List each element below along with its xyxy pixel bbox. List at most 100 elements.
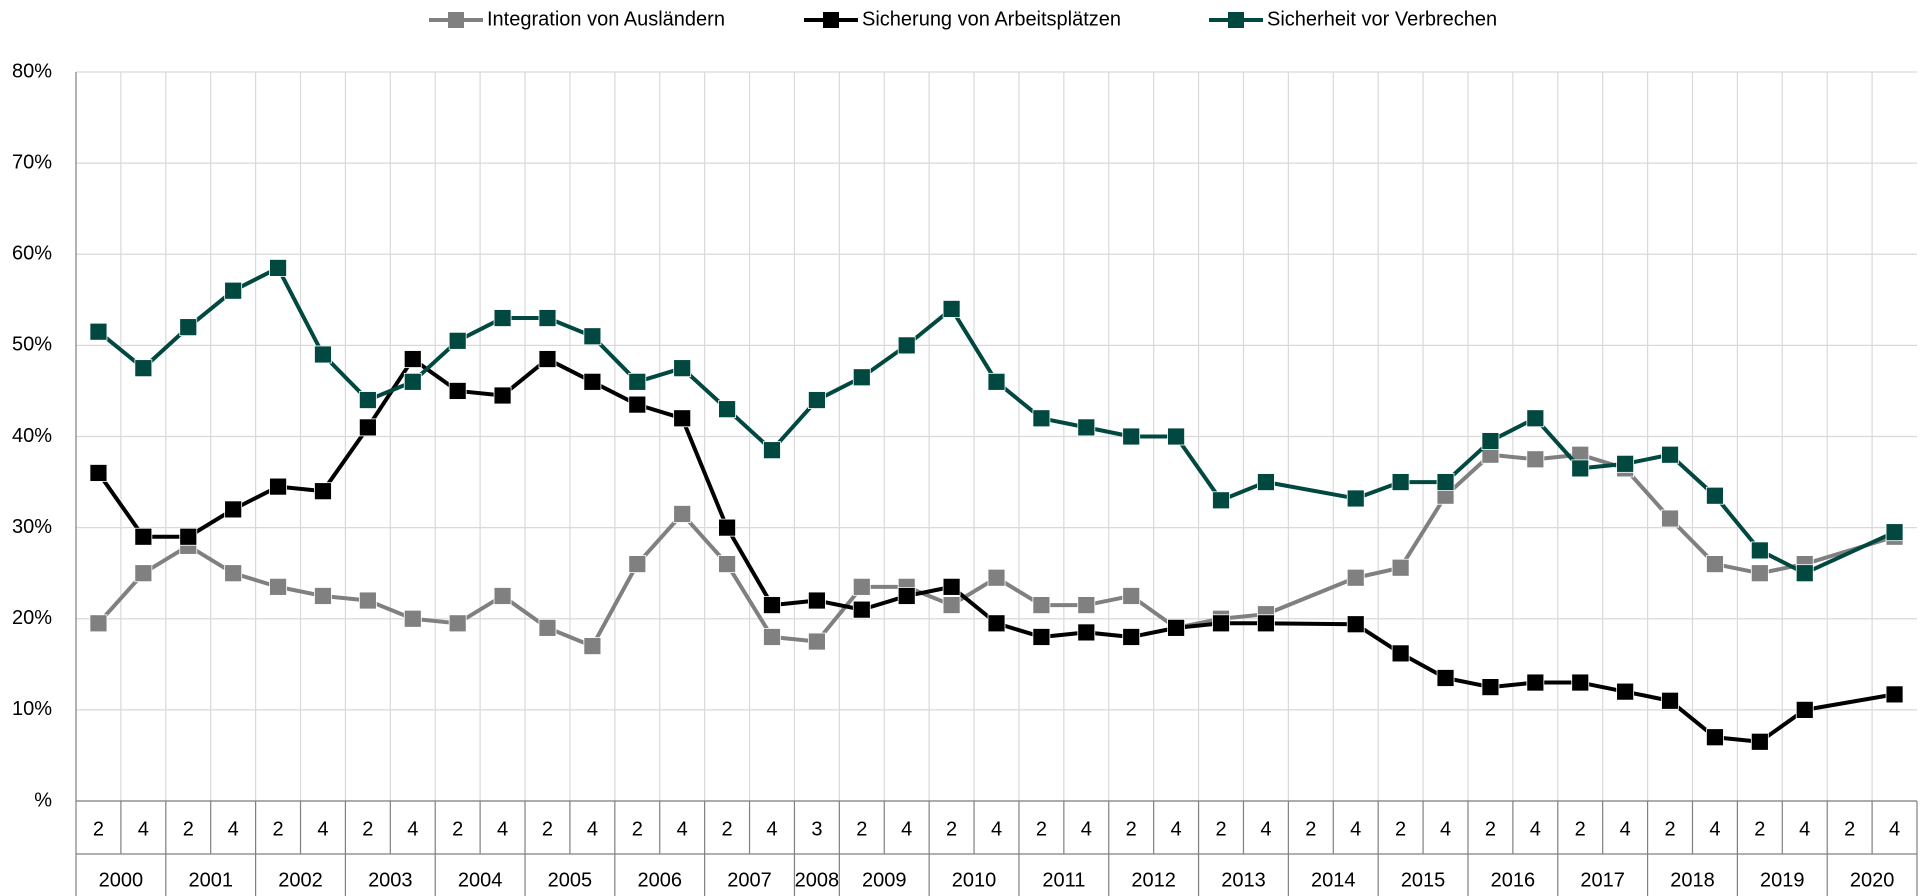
legend-swatch-marker (448, 12, 464, 28)
x-tick-label: 4 (317, 818, 328, 840)
series-marker (807, 632, 826, 651)
series-marker (852, 600, 871, 619)
series-marker (1885, 523, 1904, 542)
series-marker (1616, 454, 1635, 473)
series-marker (358, 391, 377, 409)
series-marker (942, 596, 961, 614)
series-marker (1750, 564, 1769, 583)
series-marker (89, 614, 108, 633)
series-marker (1257, 614, 1275, 633)
series-marker (628, 372, 647, 391)
series-marker (718, 555, 736, 573)
x-tick-label: 2 (632, 818, 643, 840)
series-marker (763, 441, 781, 460)
series-marker (314, 587, 332, 605)
x-tick-label: 2 (93, 818, 104, 840)
x-tick-label: 2 (452, 818, 463, 840)
x-group-label: 2020 (1850, 869, 1895, 891)
series-marker (1032, 628, 1051, 646)
series-marker (1436, 473, 1455, 491)
series-marker (1167, 427, 1186, 446)
series-marker (493, 309, 512, 327)
x-group-label: 2016 (1491, 869, 1536, 891)
series-marker (1661, 691, 1679, 710)
series-marker (1481, 432, 1500, 450)
legend-swatch-marker (1228, 12, 1244, 28)
series-marker (1885, 685, 1904, 704)
x-group-label: 2006 (637, 869, 682, 891)
series-marker (448, 614, 467, 633)
series-marker (807, 591, 826, 610)
legend-label: Integration von Ausländern (487, 8, 725, 30)
series-marker (538, 618, 557, 637)
series-marker (1257, 473, 1275, 491)
series-marker (1077, 418, 1096, 437)
series-marker (942, 300, 961, 318)
series-marker (897, 336, 916, 355)
series-marker (1032, 409, 1051, 428)
x-tick-label: 4 (497, 818, 508, 840)
series-marker (1526, 673, 1545, 692)
series-marker (807, 391, 826, 409)
series-marker (358, 418, 377, 437)
series-marker (314, 345, 332, 364)
series-marker (1526, 450, 1545, 469)
series-marker (1706, 555, 1724, 573)
x-tick-label: 4 (1530, 818, 1541, 840)
x-group-label: 2007 (727, 869, 772, 891)
series-marker (718, 400, 736, 419)
series-marker (763, 596, 781, 614)
series-marker (1795, 564, 1814, 583)
x-tick-label: 2 (1305, 818, 1316, 840)
x-group-label: 2005 (548, 869, 593, 891)
x-tick-label: 2 (272, 818, 283, 840)
x-group-label: 2014 (1311, 869, 1356, 891)
series-marker (1391, 644, 1410, 663)
series-marker (852, 577, 871, 596)
series-marker (403, 350, 422, 368)
x-tick-label: 4 (1799, 818, 1810, 840)
series-marker (673, 505, 692, 523)
x-tick-label: 2 (1844, 818, 1855, 840)
y-tick-label: % (34, 789, 52, 811)
x-tick-label: 4 (587, 818, 598, 840)
x-tick-label: 2 (1754, 818, 1765, 840)
x-tick-label: 2 (856, 818, 867, 840)
x-tick-label: 4 (1440, 818, 1451, 840)
series-marker (1661, 445, 1679, 464)
legend-label: Sicherung von Arbeitsplätzen (862, 8, 1121, 30)
series-marker (673, 409, 692, 428)
x-tick-label: 4 (1171, 818, 1182, 840)
series-marker (403, 372, 422, 391)
x-group-label: 2018 (1670, 869, 1715, 891)
x-tick-label: 3 (811, 818, 822, 840)
series-marker (1706, 728, 1724, 747)
series-marker (1077, 596, 1096, 614)
series-marker (1795, 700, 1814, 719)
y-tick-label: 10% (12, 698, 52, 720)
series-marker (448, 331, 467, 350)
series-marker (1706, 486, 1724, 505)
y-tick-label: 60% (12, 243, 52, 265)
y-tick-label: 30% (12, 516, 52, 538)
series-marker (718, 518, 736, 537)
series-marker (134, 527, 153, 546)
x-tick-label: 4 (407, 818, 418, 840)
series-marker (403, 609, 422, 628)
x-group-label: 2012 (1131, 869, 1176, 891)
series-marker (224, 500, 243, 519)
x-group-label: 2008 (795, 869, 840, 891)
series-marker (314, 482, 332, 501)
series-marker (1571, 673, 1590, 692)
series-marker (1616, 682, 1635, 701)
y-tick-label: 50% (12, 334, 52, 356)
series-marker (897, 587, 916, 605)
series-marker (1167, 618, 1186, 637)
legend-label: Sicherheit vor Verbrechen (1267, 8, 1497, 30)
series-marker (852, 368, 871, 387)
series-marker (224, 564, 243, 583)
series-marker (1750, 541, 1769, 560)
series-marker (1346, 568, 1365, 587)
x-tick-label: 4 (1620, 818, 1631, 840)
